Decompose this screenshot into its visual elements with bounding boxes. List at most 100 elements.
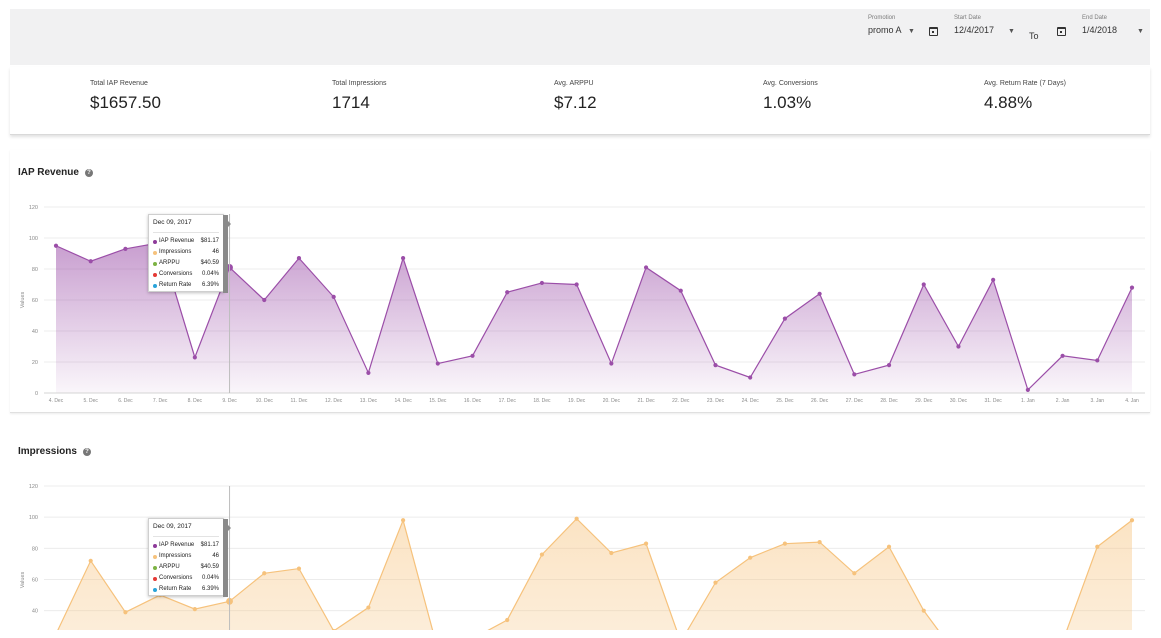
x-tick-label: 25. Dec [776,398,794,404]
tooltip-pointer [223,215,231,293]
data-point [609,361,614,366]
data-point [886,363,892,368]
stat-value: 1.03% [763,93,812,112]
summary-stats: Total IAP Revenue $1657.50 Total Impress… [10,67,1150,135]
y-tick-label: 120 [29,484,38,490]
data-point [852,571,857,576]
x-tick-label: 24. Dec [742,398,760,404]
end-date-dropdown-icon[interactable]: ▼ [1137,28,1144,35]
x-tick-label: 1. Jan [1021,398,1035,404]
help-icon[interactable]: ? [84,169,93,177]
y-tick-label: 0 [35,391,38,397]
x-tick-label: 22. Dec [672,398,690,404]
y-axis-label: Values [20,292,26,309]
to-label: To [1029,31,1039,41]
data-point [470,353,475,358]
legend-dot-iap-revenue [153,544,157,548]
tooltip-row-label: IAP Revenue [159,238,195,244]
tooltip-row-conversions: Conversions 0.04% [153,575,219,584]
tooltip-row-label: Return Rate [159,586,192,592]
y-axis-label: Values [20,572,26,589]
tooltip-row-value: $40.59 [200,564,219,570]
tooltip-row-value: 46 [212,553,219,559]
y-tick-label: 80 [32,267,38,273]
y-tick-label: 100 [29,515,38,521]
data-point [713,580,718,585]
x-tick-label: 9. Dec [222,398,237,404]
x-tick-label: 4. Jan [1125,398,1139,404]
data-point [1095,358,1100,363]
legend-dot-return-rate [153,284,157,288]
tooltip-row-label: Impressions [159,249,192,255]
x-tick-label: 31. Dec [985,398,1003,404]
stat-label: Total IAP Revenue [90,80,148,87]
x-tick-label: 16. Dec [464,398,482,404]
help-icon[interactable]: ? [82,448,91,456]
end-date-value: 1/4/2018 [1082,25,1118,35]
tooltip-row-label: ARPPU [159,260,180,266]
data-point [262,297,267,303]
data-point [192,355,197,360]
tooltip-row-value: 46 [212,249,219,255]
x-tick-label: 3. Jan [1090,398,1104,404]
stat-total-impressions: Total Impressions 1714 [332,80,386,113]
tooltip-row-label: Impressions [159,553,192,559]
tooltip-row-value: 0.04% [201,575,219,581]
data-point [331,294,336,299]
y-tick-label: 60 [32,578,38,584]
x-tick-label: 4. Dec [49,398,64,404]
data-point [1095,544,1100,549]
end-calendar-icon[interactable] [1057,27,1066,36]
data-point [852,372,857,377]
data-point [400,256,406,261]
data-point [643,541,649,546]
tooltip-row-arppu: ARPPU $40.59 [153,564,219,573]
y-tick-label: 40 [32,609,38,615]
legend-dot-impressions [153,555,157,559]
tooltip-divider [153,232,219,233]
y-tick-label: 100 [29,236,38,242]
start-calendar-icon[interactable] [929,27,938,36]
data-point [366,605,371,610]
tooltip-row-label: Return Rate [159,282,192,288]
x-tick-label: 15. Dec [429,398,447,404]
tooltip-divider [153,536,219,537]
tooltip-row-impressions: Impressions 46 [153,553,219,562]
y-tick-label: 120 [29,205,38,211]
tooltip-row-value: $81.17 [200,238,219,244]
data-point [782,316,788,321]
tooltip-row-iap-revenue: IAP Revenue $81.17 [153,238,219,247]
iap-revenue-chart[interactable]: 0 20 40 60 80 100 120 Values 4. Dec 5. Dec 6. Dec 7… [10,150,1150,412]
x-tick-label: 21. Dec [637,398,655,404]
start-date-field[interactable]: Start Date 12/4/2017 [954,15,994,35]
tooltip-row-label: Conversions [159,271,193,277]
x-tick-label: 11. Dec [291,398,308,404]
data-point [1025,387,1030,392]
data-point [713,363,718,368]
stat-value: 1714 [332,93,370,112]
data-point [1129,518,1135,523]
data-point [400,518,406,523]
tooltip-row-value: $40.59 [200,260,219,266]
y-tick-label: 40 [32,329,38,335]
data-point [296,256,302,261]
start-date-dropdown-icon[interactable]: ▼ [1008,28,1015,35]
series-area [56,242,1132,393]
x-tick-label: 30. Dec [950,398,968,404]
data-point [296,566,302,571]
data-point [574,282,579,287]
end-date-field[interactable]: End Date 1/4/2018 [1082,15,1117,35]
impressions-title: Impressions? [18,446,91,457]
stat-label: Avg. Return Rate (7 Days) [984,80,1066,87]
stat-label: Avg. Conversions [763,80,818,87]
stat-value: 4.88% [984,93,1033,112]
x-tick-label: 27. Dec [846,398,864,404]
data-point [678,288,683,293]
promotion-value: promo A [868,25,902,35]
data-point [123,610,128,615]
x-tick-label: 10. Dec [256,398,274,404]
data-point [435,361,440,366]
data-point [574,516,579,521]
promotion-select[interactable]: Promotion promo A [868,15,902,35]
promotion-dropdown-icon[interactable]: ▼ [908,28,915,35]
